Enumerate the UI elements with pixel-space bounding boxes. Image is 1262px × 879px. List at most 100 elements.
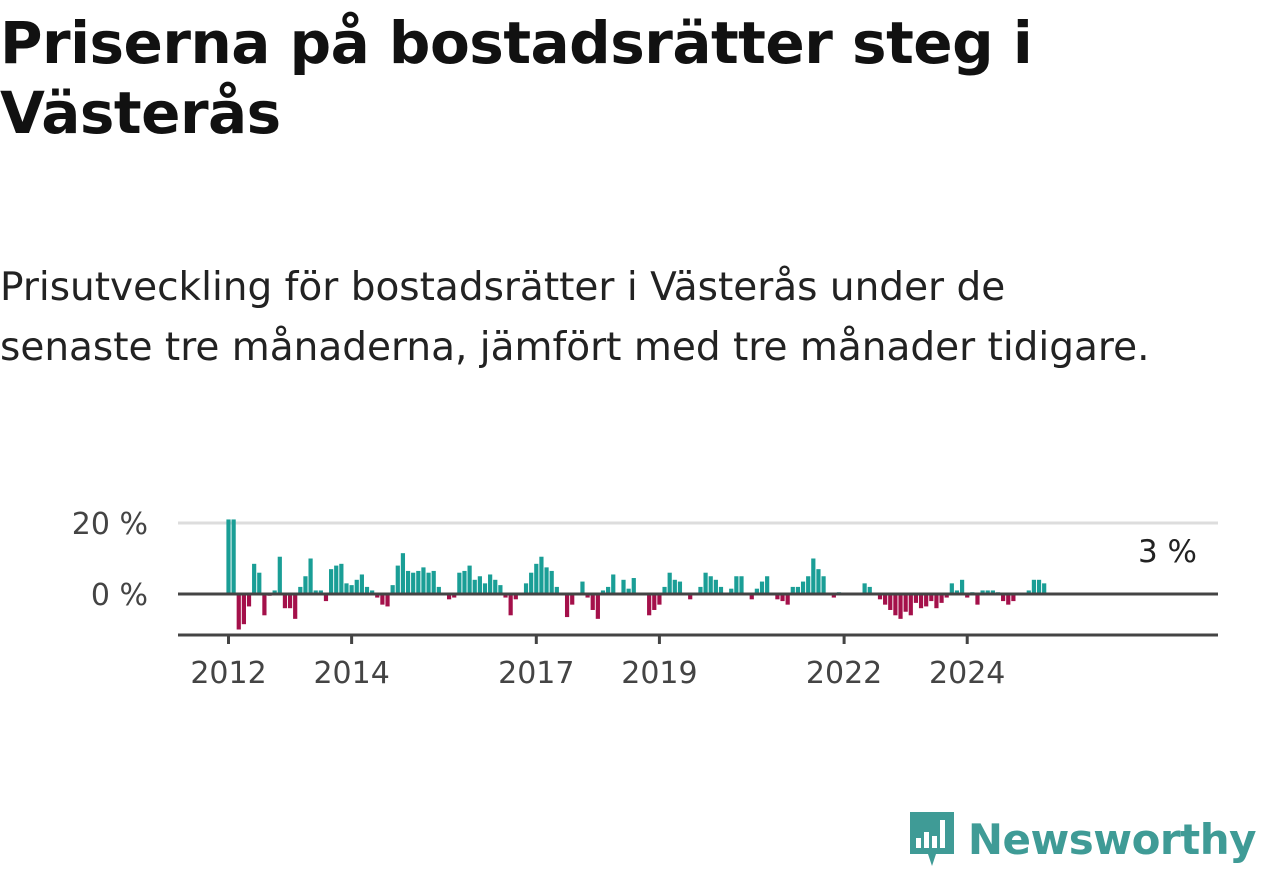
bar (672, 579, 677, 594)
bar (949, 583, 954, 594)
bar (908, 594, 913, 616)
bar (934, 594, 939, 609)
bar (980, 590, 985, 594)
bar (780, 594, 785, 602)
bar (457, 572, 462, 594)
bar (564, 594, 570, 618)
brand-name: Newsworthy (967, 814, 1257, 864)
bar (411, 572, 416, 594)
bar (806, 576, 811, 594)
bar (329, 569, 334, 594)
bar (944, 594, 949, 598)
bar (416, 570, 421, 594)
bar (883, 594, 888, 605)
bar (662, 586, 667, 594)
bar (918, 594, 924, 609)
bar (775, 594, 780, 600)
bar (606, 586, 611, 594)
bar (688, 594, 693, 600)
bar (959, 579, 965, 594)
newsworthy-logo-icon (909, 812, 954, 866)
bar (467, 565, 472, 594)
bar (226, 519, 231, 594)
bar (975, 594, 980, 605)
bar (929, 594, 934, 602)
bar (390, 585, 395, 594)
bar (595, 594, 600, 619)
bar (334, 565, 339, 594)
y-tick-label: 0 % (91, 578, 148, 613)
bar (667, 572, 672, 594)
bar (498, 585, 503, 594)
bar (395, 565, 400, 594)
bar (754, 588, 759, 594)
bar (800, 581, 806, 594)
bar (462, 570, 467, 594)
bar (426, 572, 431, 594)
bar (862, 583, 867, 594)
bar (236, 594, 241, 630)
bar (400, 553, 406, 594)
bar (924, 594, 929, 607)
bar (1042, 583, 1047, 594)
x-tick-label: 2014 (313, 656, 389, 691)
bar (231, 519, 236, 594)
bar (370, 590, 375, 594)
bar (529, 572, 534, 594)
bar (590, 594, 595, 610)
bar (262, 594, 267, 616)
bar (647, 594, 652, 616)
bar (621, 579, 626, 594)
newsworthy-logo: Newsworthy (906, 803, 1257, 875)
chart-subtitle: Prisutveckling för bostadsrätter i Väste… (0, 265, 1150, 370)
bar (539, 556, 544, 594)
bar (652, 594, 657, 610)
bar (913, 594, 919, 603)
bar (431, 570, 436, 594)
x-tick-label: 2019 (621, 656, 697, 691)
bar (631, 578, 636, 594)
bar (965, 594, 970, 598)
end-value-label: 3 % (1138, 534, 1197, 570)
bar (816, 569, 821, 594)
bar (657, 594, 662, 605)
chart-title: Priserna på bostadsrätter steg i Västerå… (0, 9, 1033, 147)
bar (488, 574, 493, 594)
bar (313, 590, 318, 594)
bar (749, 594, 754, 600)
bar (452, 594, 457, 598)
bar (703, 572, 708, 594)
y-tick-label: 20 % (72, 507, 148, 542)
bar (765, 576, 770, 594)
bar (257, 572, 262, 594)
bar (718, 586, 724, 594)
bar (713, 579, 718, 594)
bar (939, 594, 944, 603)
bar (503, 594, 508, 598)
bar (272, 590, 277, 594)
bar (570, 594, 575, 605)
bar (513, 594, 518, 600)
x-tick-label: 2017 (498, 656, 574, 691)
bar (888, 594, 893, 610)
bar (544, 567, 549, 594)
bar (790, 586, 795, 594)
bar (339, 563, 344, 594)
bar (698, 586, 703, 594)
bar (554, 586, 559, 594)
bar (893, 594, 898, 616)
bar (898, 594, 903, 619)
bar (821, 576, 826, 594)
x-tick-label: 2024 (929, 656, 1005, 691)
bar (831, 594, 836, 598)
bar (811, 558, 816, 594)
bar (523, 583, 529, 594)
bar (421, 567, 426, 594)
bar (359, 574, 364, 594)
bar (477, 576, 482, 594)
bar (1006, 594, 1011, 605)
bar (729, 588, 734, 594)
bar (1011, 594, 1016, 602)
bar (600, 590, 606, 594)
bar (903, 594, 908, 612)
